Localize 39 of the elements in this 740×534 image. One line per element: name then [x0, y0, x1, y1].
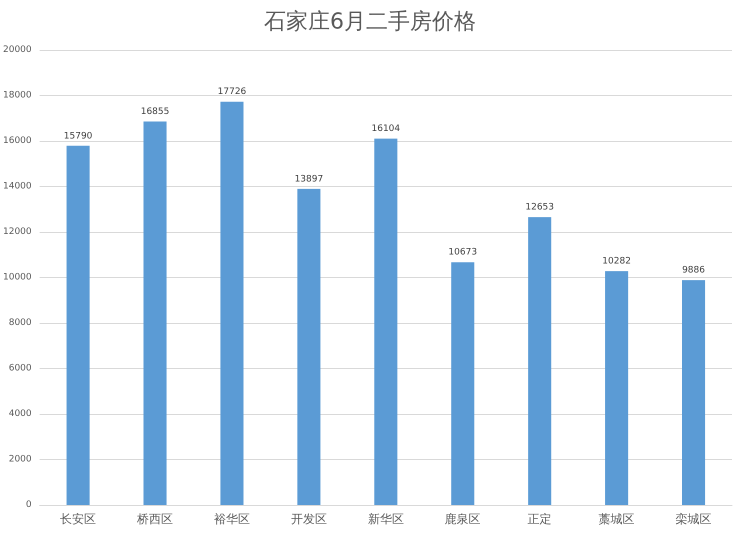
x-tick-label: 栾城区: [676, 512, 712, 526]
y-tick-label: 4000: [8, 409, 32, 419]
y-tick-label: 12000: [2, 227, 32, 237]
bar: [605, 271, 628, 505]
x-tick-label: 开发区: [290, 512, 327, 526]
x-tick-label: 裕华区: [214, 512, 250, 526]
chart-title: 石家庄6月二手房价格: [264, 10, 476, 34]
y-tick-label: 0: [26, 500, 32, 510]
y-tick-label: 2000: [8, 454, 32, 464]
data-label: 9886: [682, 266, 706, 276]
x-tick-label: 藁城区: [598, 512, 635, 526]
y-tick-label: 8000: [8, 318, 32, 328]
data-label: 15790: [64, 131, 93, 142]
bar: [297, 188, 320, 505]
y-tick-label: 6000: [8, 364, 32, 374]
data-label: 16855: [140, 107, 170, 118]
y-tick-label: 10000: [2, 272, 32, 282]
x-tick-label: 新华区: [368, 512, 404, 526]
data-label: 12653: [525, 202, 554, 213]
bar: [451, 262, 474, 505]
x-tick-label: 正定: [528, 512, 552, 526]
data-label: 13897: [294, 174, 324, 184]
bar: [143, 122, 167, 505]
x-tick-label: 桥西区: [136, 512, 174, 526]
y-tick-label: 20000: [2, 45, 32, 55]
data-label: 16104: [371, 124, 400, 134]
data-label: 10673: [448, 248, 478, 258]
bar: [528, 217, 552, 505]
y-tick-label: 14000: [2, 182, 32, 192]
y-tick-label: 16000: [2, 136, 32, 146]
bar: [374, 138, 398, 505]
y-tick-label: 18000: [2, 90, 32, 100]
bar: [66, 146, 90, 505]
x-tick-label: 长安区: [60, 512, 96, 526]
bar: [682, 280, 706, 505]
x-tick-label: 鹿泉区: [444, 512, 481, 526]
data-label: 17726: [218, 87, 247, 98]
data-label: 10282: [602, 256, 631, 267]
bar: [220, 102, 244, 505]
